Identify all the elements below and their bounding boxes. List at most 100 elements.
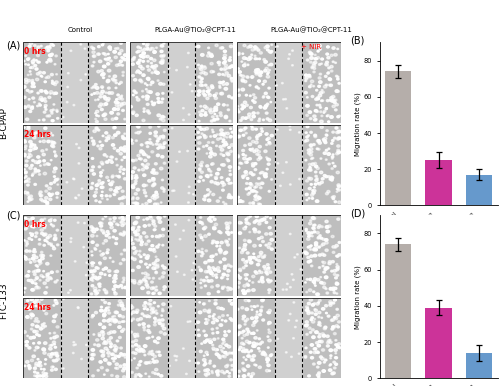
- Circle shape: [336, 255, 338, 257]
- Circle shape: [94, 290, 98, 292]
- Circle shape: [250, 256, 252, 259]
- Circle shape: [116, 367, 118, 369]
- Circle shape: [220, 357, 221, 359]
- Circle shape: [152, 66, 156, 69]
- Circle shape: [157, 217, 160, 218]
- Circle shape: [338, 115, 340, 117]
- Circle shape: [210, 108, 212, 110]
- Circle shape: [318, 94, 322, 97]
- Circle shape: [161, 115, 164, 118]
- Circle shape: [156, 196, 158, 198]
- Circle shape: [50, 243, 52, 244]
- Circle shape: [309, 154, 312, 156]
- Circle shape: [35, 68, 38, 70]
- Circle shape: [34, 235, 37, 237]
- Circle shape: [258, 178, 260, 179]
- Circle shape: [251, 128, 254, 130]
- Circle shape: [62, 368, 64, 369]
- Circle shape: [248, 240, 251, 242]
- Circle shape: [336, 308, 338, 310]
- Circle shape: [158, 236, 160, 238]
- Circle shape: [256, 138, 258, 140]
- Circle shape: [236, 334, 240, 336]
- Circle shape: [276, 85, 278, 86]
- Circle shape: [230, 196, 232, 199]
- Bar: [61, 125, 88, 205]
- Circle shape: [222, 201, 224, 203]
- Circle shape: [336, 346, 340, 348]
- Circle shape: [214, 318, 217, 321]
- Circle shape: [162, 119, 165, 122]
- Circle shape: [42, 234, 45, 236]
- Circle shape: [262, 119, 264, 121]
- Circle shape: [222, 62, 226, 64]
- Circle shape: [219, 133, 222, 136]
- Circle shape: [210, 120, 213, 122]
- Circle shape: [92, 228, 94, 230]
- Circle shape: [324, 276, 328, 279]
- Circle shape: [156, 72, 160, 74]
- Bar: [168, 42, 195, 123]
- Circle shape: [118, 326, 121, 328]
- Circle shape: [154, 225, 156, 227]
- Circle shape: [236, 308, 239, 310]
- Circle shape: [142, 204, 144, 205]
- Circle shape: [312, 235, 313, 237]
- Circle shape: [308, 375, 310, 377]
- Circle shape: [56, 279, 58, 281]
- Circle shape: [136, 96, 138, 98]
- Circle shape: [325, 242, 328, 244]
- Circle shape: [201, 248, 203, 250]
- Circle shape: [92, 166, 94, 168]
- Circle shape: [40, 225, 42, 226]
- Circle shape: [210, 215, 212, 217]
- Circle shape: [134, 183, 137, 185]
- Circle shape: [140, 350, 142, 352]
- Circle shape: [153, 198, 156, 200]
- Circle shape: [24, 191, 27, 194]
- Circle shape: [327, 315, 330, 317]
- Circle shape: [34, 320, 36, 322]
- Circle shape: [229, 318, 232, 320]
- Circle shape: [100, 144, 103, 147]
- Circle shape: [228, 166, 232, 168]
- Circle shape: [242, 134, 244, 136]
- Circle shape: [258, 197, 261, 199]
- Circle shape: [94, 248, 96, 250]
- Circle shape: [156, 286, 157, 287]
- Circle shape: [34, 161, 37, 163]
- Circle shape: [32, 217, 34, 220]
- Circle shape: [334, 367, 336, 369]
- Circle shape: [42, 324, 44, 326]
- Circle shape: [304, 80, 306, 82]
- Circle shape: [216, 118, 219, 120]
- Circle shape: [98, 60, 102, 63]
- Circle shape: [198, 64, 200, 66]
- Circle shape: [52, 141, 55, 144]
- Circle shape: [34, 169, 37, 171]
- Circle shape: [146, 274, 150, 276]
- Circle shape: [146, 96, 150, 98]
- Circle shape: [34, 273, 36, 276]
- Circle shape: [50, 255, 52, 256]
- Circle shape: [160, 235, 162, 237]
- Circle shape: [332, 140, 334, 142]
- Circle shape: [102, 77, 104, 78]
- Circle shape: [251, 372, 254, 375]
- Circle shape: [318, 236, 320, 239]
- Circle shape: [198, 148, 200, 150]
- Circle shape: [90, 46, 93, 48]
- Circle shape: [26, 193, 30, 195]
- Circle shape: [40, 229, 43, 231]
- Circle shape: [34, 251, 36, 253]
- Circle shape: [308, 235, 311, 237]
- Circle shape: [46, 115, 48, 117]
- Circle shape: [146, 146, 149, 147]
- Circle shape: [22, 139, 26, 142]
- Circle shape: [320, 73, 322, 75]
- Circle shape: [54, 332, 56, 334]
- Circle shape: [146, 316, 148, 318]
- Circle shape: [91, 241, 94, 243]
- Circle shape: [145, 142, 148, 144]
- Circle shape: [48, 347, 52, 350]
